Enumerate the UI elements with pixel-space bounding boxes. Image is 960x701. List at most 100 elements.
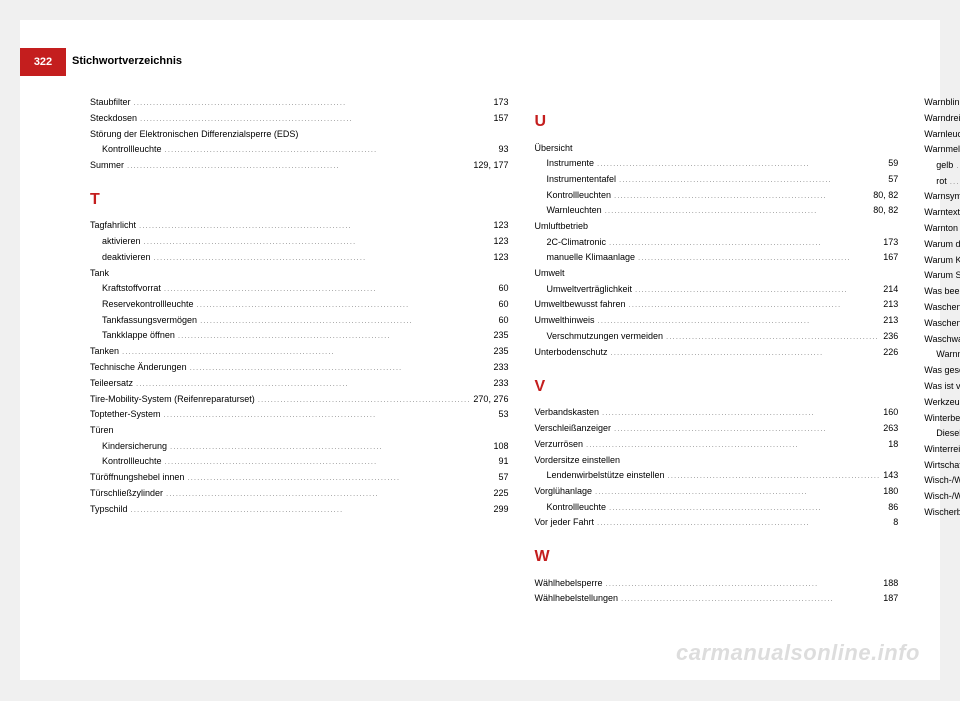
entry-label: Warnton (924, 221, 958, 236)
index-entry: Türschließzylinder225 (90, 486, 508, 501)
entry-label: Warnblinkanlage (924, 95, 960, 110)
watermark: carmanualsonline.info (676, 640, 920, 666)
entry-page: 53 (498, 407, 508, 422)
entry-dots (956, 158, 960, 173)
entry-label: Türschließzylinder (90, 486, 163, 501)
entry-label: Instrumententafel (546, 172, 616, 187)
entry-page: 123 (493, 218, 508, 233)
entry-page: 235 (493, 344, 508, 359)
index-entry: Kontrollleuchte93 (90, 142, 508, 157)
entry-label: Warnmeldungen (924, 142, 960, 156)
entry-dots (609, 235, 880, 250)
entry-dots (605, 203, 871, 218)
entry-page: 108 (493, 439, 508, 454)
entry-label: Umwelt (534, 266, 564, 280)
index-entry: Verschleißanzeiger 263 (534, 421, 898, 436)
entry-dots (597, 515, 890, 530)
index-entry: Warum Kopfstützen richtig einstellen?13 (924, 253, 960, 268)
entry-label: Störung der Elektronischen Differenzials… (90, 127, 298, 141)
entry-dots (170, 439, 490, 454)
entry-dots (200, 313, 495, 328)
entry-page: 123 (493, 250, 508, 265)
index-entry: Umluftbetrieb (534, 219, 898, 233)
index-entry: Störung der Elektronischen Differenzials… (90, 127, 508, 141)
entry-page: 143 (883, 468, 898, 483)
entry-label: Tire-Mobility-System (Reifenreparaturset… (90, 392, 255, 407)
section-heading: V (534, 374, 898, 400)
entry-dots (950, 174, 960, 189)
entry-page: 188 (883, 576, 898, 591)
entry-dots (258, 392, 471, 407)
index-entry: Verzurrösen18 (534, 437, 898, 452)
entry-label: Warnmeldung (936, 347, 960, 362)
entry-label: Was ist vor jeder Fahrt zu beachten? (924, 379, 960, 394)
entry-dots (166, 486, 490, 501)
entry-page: 213 (883, 313, 898, 328)
index-entry: Wischerblätter auswechseln253 (924, 505, 960, 520)
page-number: 322 (34, 56, 52, 68)
entry-page: 86 (888, 500, 898, 515)
entry-dots (165, 454, 496, 469)
entry-page: 263 (883, 421, 898, 436)
entry-label: Was beeinflusst die Fahrsicherheit negat… (924, 284, 960, 299)
entry-page: 57 (888, 172, 898, 187)
index-entry: Umwelt (534, 266, 898, 280)
index-entry: Türen (90, 423, 508, 437)
entry-label: 2C-Climatronic (546, 235, 606, 250)
entry-page: 235 (493, 328, 508, 343)
entry-label: Toptether-System (90, 407, 161, 422)
entry-label: rot (936, 174, 947, 189)
index-entry: Verschmutzungen vermeiden236 (534, 329, 898, 344)
entry-label: Typschild (90, 502, 128, 517)
index-entry: Vordersitze einstellen (534, 453, 898, 467)
entry-page: 214 (883, 282, 898, 297)
entry-page: 167 (883, 250, 898, 265)
entry-dots (190, 360, 491, 375)
entry-dots (122, 344, 490, 359)
index-entry: Warnmeldung70 (924, 347, 960, 362)
entry-page: 157 (493, 111, 508, 126)
index-entry: Dieselmotor242 (924, 426, 960, 441)
entry-dots (635, 282, 880, 297)
entry-label: Vordersitze einstellen (534, 453, 620, 467)
entry-label: Umweltbewusst fahren (534, 297, 625, 312)
entry-page: 233 (493, 360, 508, 375)
entry-label: Kontrollleuchten (546, 188, 611, 203)
entry-label: Was geschieht mit nicht angegurteten Ins… (924, 363, 960, 378)
index-entry: Instrumententafel 57 (534, 172, 898, 187)
index-entry: Kontrollleuchte91 (90, 454, 508, 469)
entry-label: Wisch-/Wasch-Automatik für die Heckschei… (924, 473, 960, 488)
index-entry: Umweltverträglichkeit214 (534, 282, 898, 297)
entry-page: 60 (498, 313, 508, 328)
index-entry: Winterreifen267 (924, 442, 960, 457)
entry-label: Warndreieck (924, 111, 960, 126)
entry-page: 233 (493, 376, 508, 391)
index-entry: Tanken235 (90, 344, 508, 359)
entry-label: Steckdosen (90, 111, 137, 126)
entry-dots (666, 329, 880, 344)
index-entry: Warntexte im Display69 (924, 205, 960, 220)
entry-page: 173 (883, 235, 898, 250)
entry-label: Verschleißanzeiger (534, 421, 611, 436)
entry-label: Summer (90, 158, 124, 173)
entry-dots (668, 468, 881, 483)
index-entry: Kraftstoffvorrat60 (90, 281, 508, 296)
entry-dots (606, 576, 881, 591)
entry-label: Waschen mit Hochdruckreiniger (924, 300, 960, 315)
page-title: Stichwortverzeichnis (72, 55, 182, 67)
index-entry: Waschwasser252 (924, 332, 960, 347)
index-entry: Vor jeder Fahrt8 (534, 515, 898, 530)
entry-label: Umluftbetrieb (534, 219, 588, 233)
index-entry: Tire-Mobility-System (Reifenreparaturset… (90, 392, 508, 407)
entry-label: Teileersatz (90, 376, 133, 391)
entry-label: Wählhebelsperre (534, 576, 602, 591)
entry-label: Wisch-/Wasch-Automatik für die Windschut… (924, 489, 960, 504)
entry-label: gelb (936, 158, 953, 173)
index-entry: Tank (90, 266, 508, 280)
entry-dots (602, 405, 880, 420)
entry-dots (134, 95, 491, 110)
entry-label: Warum die richtige Sitzposition? (924, 237, 960, 252)
index-entry: Warnleuchten80, 82 (534, 203, 898, 218)
index-entry: Winterbetrieb (924, 411, 960, 425)
index-entry: deaktivieren123 (90, 250, 508, 265)
